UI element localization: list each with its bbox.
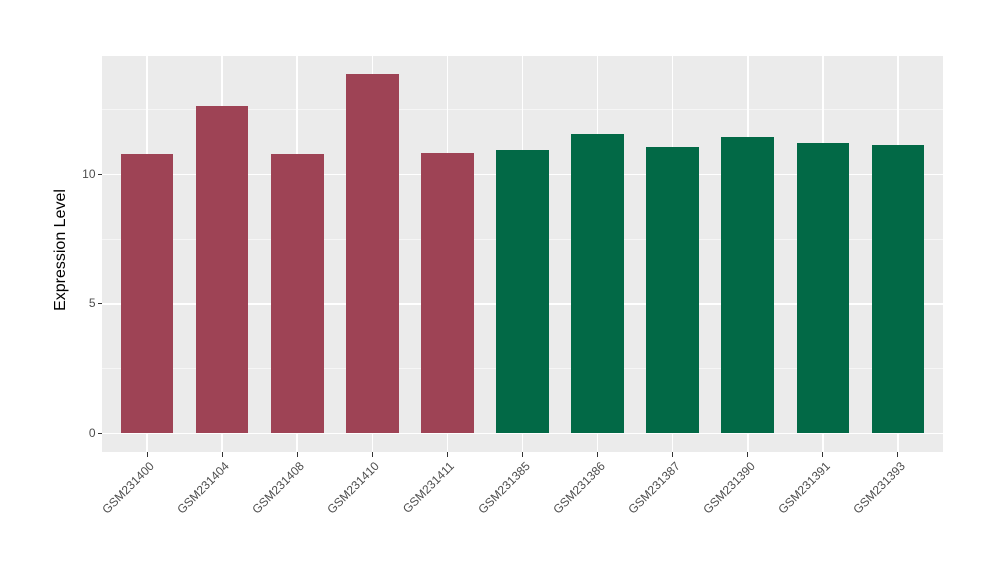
x-axis-tick [446, 452, 448, 457]
bar-GSM231410 [346, 73, 399, 434]
y-axis-tick [97, 303, 102, 305]
bar-GSM231411 [421, 152, 474, 434]
y-tick-label: 5 [88, 296, 96, 311]
x-axis-tick [221, 452, 223, 457]
bar-GSM231404 [195, 105, 249, 434]
x-axis-tick [146, 452, 148, 457]
y-tick-label: 10 [82, 167, 96, 182]
y-axis-tick [97, 432, 102, 434]
x-axis-tick [747, 452, 749, 457]
bar-GSM231386 [571, 134, 624, 434]
bar-GSM231385 [496, 149, 549, 434]
plot-panel [102, 56, 943, 452]
bar-GSM231390 [721, 137, 775, 434]
bar-GSM231391 [796, 143, 850, 434]
x-axis-tick [522, 452, 523, 457]
x-axis-tick [371, 452, 373, 457]
bar-GSM231387 [646, 147, 699, 434]
y-axis-tick [97, 174, 102, 176]
x-axis-tick [672, 452, 674, 457]
x-axis-tick [296, 452, 298, 457]
y-tick-label: 0 [88, 425, 96, 440]
bar-GSM231393 [871, 144, 925, 434]
x-axis-tick [822, 452, 824, 457]
bar-GSM231400 [120, 153, 174, 434]
bar-GSM231408 [270, 153, 324, 434]
x-axis-tick [897, 452, 899, 457]
y-axis-title: Expression Level [52, 189, 69, 311]
x-axis-tick [597, 452, 599, 457]
